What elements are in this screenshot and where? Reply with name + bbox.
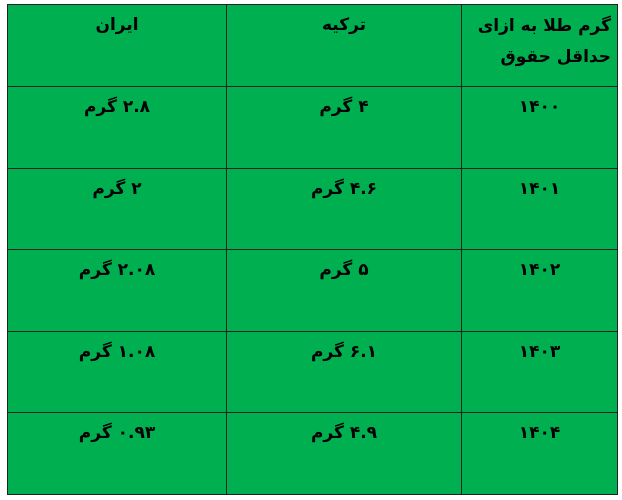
year-cell: ۱۴۰۰: [461, 86, 618, 169]
iran-cell: ۲ گرم: [7, 167, 227, 251]
header-iran: ایران: [7, 4, 227, 87]
turkey-cell: ۴ گرم: [226, 86, 462, 169]
header-gold-per-min-wage: گرم طلا به ازای حداقل حقوق: [461, 4, 618, 87]
year-cell: ۱۴۰۲: [461, 249, 618, 332]
table-header-row: گرم طلا به ازای حداقل حقوق ترکیه ایران: [7, 4, 618, 87]
year-cell: ۱۴۰۳: [461, 330, 618, 414]
iran-cell: ۲.۸ گرم: [7, 86, 227, 169]
header-turkey: ترکیه: [226, 4, 462, 87]
table-row: ۱۴۰۱ ۴.۶ گرم ۲ گرم: [7, 167, 618, 251]
turkey-cell: ۶.۱ گرم: [226, 330, 462, 414]
year-cell: ۱۴۰۱: [461, 167, 618, 251]
iran-cell: ۲.۰۸ گرم: [7, 249, 227, 332]
table-row: ۱۴۰۴ ۴.۹ گرم ۰.۹۳ گرم: [7, 412, 618, 495]
iran-cell: ۱.۰۸ گرم: [7, 330, 227, 414]
turkey-cell: ۴.۹ گرم: [226, 412, 462, 495]
turkey-cell: ۴.۶ گرم: [226, 167, 462, 251]
turkey-cell: ۵ گرم: [226, 249, 462, 332]
table-row: ۱۴۰۲ ۵ گرم ۲.۰۸ گرم: [7, 249, 618, 332]
iran-cell: ۰.۹۳ گرم: [7, 412, 227, 495]
table-row: ۱۴۰۳ ۶.۱ گرم ۱.۰۸ گرم: [7, 330, 618, 414]
table-row: ۱۴۰۰ ۴ گرم ۲.۸ گرم: [7, 86, 618, 169]
year-cell: ۱۴۰۴: [461, 412, 618, 495]
gold-per-minimum-wage-table: گرم طلا به ازای حداقل حقوق ترکیه ایران ۱…: [7, 4, 618, 495]
